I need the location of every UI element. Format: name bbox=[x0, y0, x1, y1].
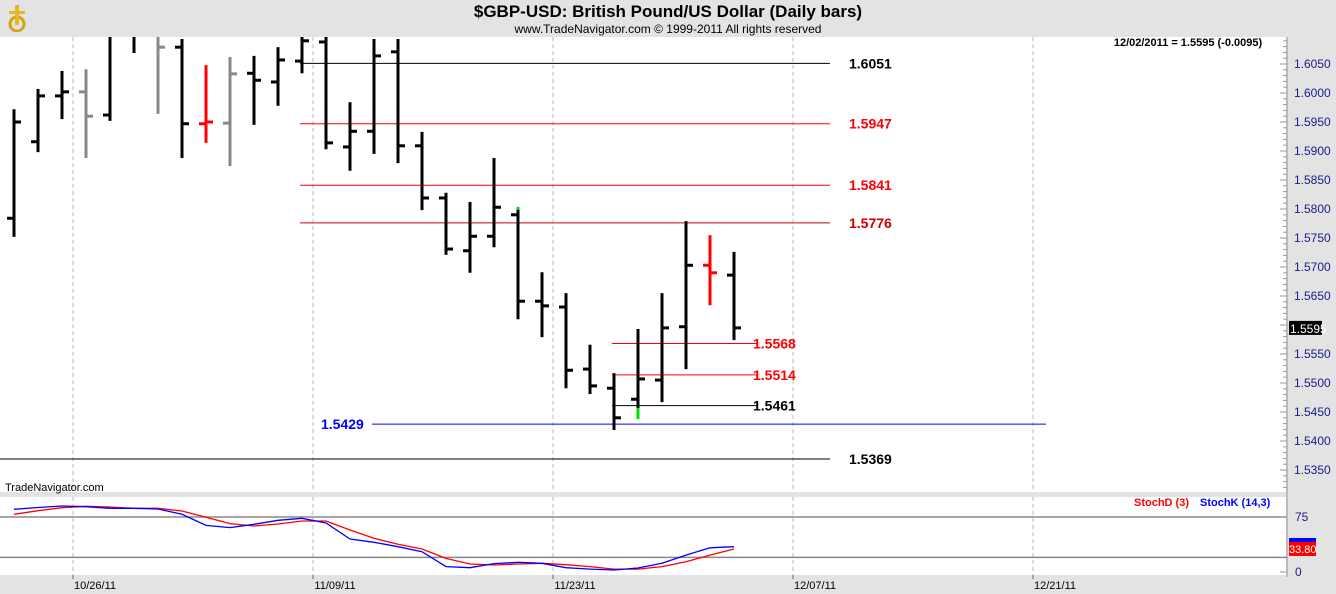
y-tick-label: 1.5950 bbox=[1294, 115, 1331, 129]
stochk-tag bbox=[1289, 538, 1316, 542]
ohlc-bar bbox=[247, 55, 261, 125]
legend-stochd: StochD (3) bbox=[1134, 497, 1189, 509]
ohlc-bar bbox=[319, 37, 333, 150]
y-tick-label: 1.5350 bbox=[1294, 463, 1331, 477]
ohlc-bar bbox=[727, 251, 741, 341]
price-panel bbox=[0, 37, 1287, 492]
tradenavigator-logo-icon bbox=[2, 2, 32, 37]
ohlc-bar bbox=[463, 202, 477, 273]
x-tick-label: 11/09/11 bbox=[314, 580, 355, 592]
y-tick-label: 1.5500 bbox=[1294, 376, 1331, 390]
stoch-tick-label: 0 bbox=[1295, 565, 1302, 579]
level-label: 1.5841 bbox=[849, 177, 892, 193]
x-tick-label: 12/07/11 bbox=[794, 580, 836, 592]
level-label: 1.5514 bbox=[753, 367, 796, 383]
ohlc-bar bbox=[583, 344, 597, 395]
level-label: 1.5568 bbox=[753, 336, 796, 352]
y-tick-label: 1.5750 bbox=[1294, 231, 1331, 245]
y-tick-label: 1.5900 bbox=[1294, 144, 1331, 158]
ohlc-bar bbox=[271, 47, 285, 106]
y-tick-label: 1.5850 bbox=[1294, 173, 1331, 187]
ohlc-bar bbox=[55, 70, 69, 120]
x-tick-label: 10/26/11 bbox=[74, 580, 116, 592]
ohlc-bar bbox=[79, 69, 93, 158]
green-marker bbox=[636, 407, 640, 419]
last-price-label: 1.5595 bbox=[1290, 322, 1327, 336]
x-tick-label: 12/21/11 bbox=[1034, 580, 1076, 592]
level-label: 1.5369 bbox=[849, 451, 892, 467]
y-tick-label: 1.5800 bbox=[1294, 202, 1331, 216]
stochd-tag bbox=[1289, 542, 1316, 556]
ohlc-bar bbox=[223, 57, 237, 167]
copyright-subtitle: www.TradeNavigator.com © 1999-2011 All r… bbox=[514, 22, 822, 36]
price-readout: 12/02/2011 = 1.5595 (-0.0095) bbox=[1114, 37, 1263, 49]
y-tick-label: 1.6050 bbox=[1294, 57, 1331, 71]
ohlc-bar bbox=[679, 221, 693, 370]
level-label: 1.5461 bbox=[753, 398, 796, 414]
ohlc-bar bbox=[199, 65, 213, 143]
ohlc-bar bbox=[535, 272, 549, 338]
ohlc-bar bbox=[703, 235, 717, 306]
y-tick-label: 1.5700 bbox=[1294, 260, 1331, 274]
level-label: 1.6051 bbox=[849, 55, 892, 71]
y-tick-label: 1.5400 bbox=[1294, 434, 1331, 448]
level-label: 1.5429 bbox=[321, 416, 364, 432]
ohlc-bar bbox=[295, 37, 309, 74]
last-price-tag bbox=[1289, 320, 1322, 335]
y-tick-label: 1.5450 bbox=[1294, 405, 1331, 419]
ohlc-bar bbox=[7, 109, 21, 237]
ohlc-bar bbox=[415, 131, 429, 211]
ohlc-bar bbox=[156, 37, 165, 114]
ohlc-bar bbox=[487, 157, 501, 248]
legend-stochk: StochK (14,3) bbox=[1200, 497, 1271, 509]
y-tick-label: 1.5650 bbox=[1294, 289, 1331, 303]
stoch-tick-label: 75 bbox=[1295, 510, 1309, 524]
ohlc-bar bbox=[343, 102, 357, 171]
level-label: 1.5776 bbox=[849, 215, 892, 231]
ohlc-bar bbox=[559, 293, 573, 389]
ohlc-bar bbox=[439, 192, 453, 255]
ohlc-bar bbox=[31, 88, 45, 153]
stoch-panel bbox=[0, 497, 1287, 575]
level-label: 1.5947 bbox=[849, 116, 892, 132]
stochd-value-label: 33.80 bbox=[1289, 544, 1317, 556]
green-marker bbox=[516, 206, 520, 210]
y-tick-label: 1.5550 bbox=[1294, 347, 1331, 361]
ohlc-bar bbox=[103, 37, 112, 121]
ohlc-bar bbox=[655, 293, 669, 403]
chart-title: $GBP-USD: British Pound/US Dollar (Daily… bbox=[473, 2, 863, 21]
y-tick-label: 1.6000 bbox=[1294, 86, 1331, 100]
watermark: TradeNavigator.com bbox=[5, 482, 104, 494]
ohlc-bar bbox=[367, 39, 381, 154]
ohlc-bar bbox=[391, 39, 405, 164]
ohlc-bar bbox=[631, 329, 645, 419]
ohlc-bar bbox=[511, 206, 525, 320]
ohlc-bar bbox=[175, 39, 189, 158]
ohlc-bar bbox=[607, 373, 621, 430]
x-tick-label: 11/23/11 bbox=[554, 580, 595, 592]
